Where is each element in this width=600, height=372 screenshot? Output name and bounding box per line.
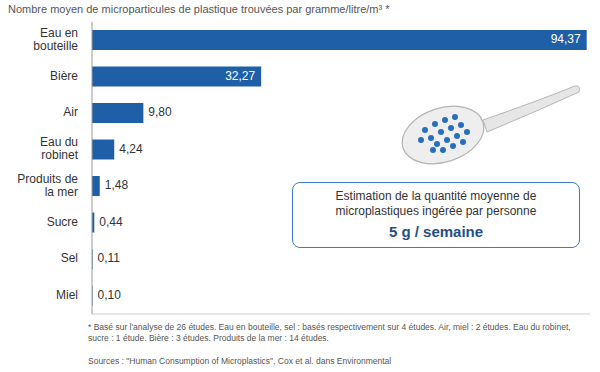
svg-text:Produits dela mer: Produits dela mer (17, 172, 78, 199)
html-text:Estimation de la quantité moye: Estimation de la quantité moyenne de mic… (335, 189, 537, 218)
svg-text:0,10: 0,10 (98, 288, 122, 302)
html-text:Sources : "Human Consumption o: Sources : "Human Consumption of Micropla… (88, 356, 392, 366)
svg-text:Sel: Sel (61, 251, 78, 265)
html-text:5 g / semaine: 5 g / semaine (388, 223, 484, 240)
svg-text:9,80: 9,80 (148, 105, 172, 119)
svg-text:94,37: 94,37 (551, 32, 581, 46)
html-text:* Basé sur l'analyse de 26 étu: * Basé sur l'analyse de 26 études. Eau e… (88, 322, 571, 343)
svg-text:Bière: Bière (50, 69, 78, 83)
svg-text:Sucre: Sucre (47, 215, 79, 229)
svg-text:0,11: 0,11 (98, 251, 121, 265)
svg-text:32,27: 32,27 (225, 69, 255, 83)
svg-text:Eau enbouteille: Eau enbouteille (33, 26, 78, 53)
html-text:Nombre moyen de microparticule: Nombre moyen de microparticules de plast… (8, 3, 390, 15)
svg-text:Miel: Miel (56, 288, 78, 302)
svg-text:4,24: 4,24 (119, 142, 143, 156)
svg-text:1,48: 1,48 (105, 178, 129, 192)
svg-text:0,44: 0,44 (99, 215, 123, 229)
svg-text:Eau durobinet: Eau durobinet (40, 135, 79, 162)
svg-text:Air: Air (63, 105, 78, 119)
